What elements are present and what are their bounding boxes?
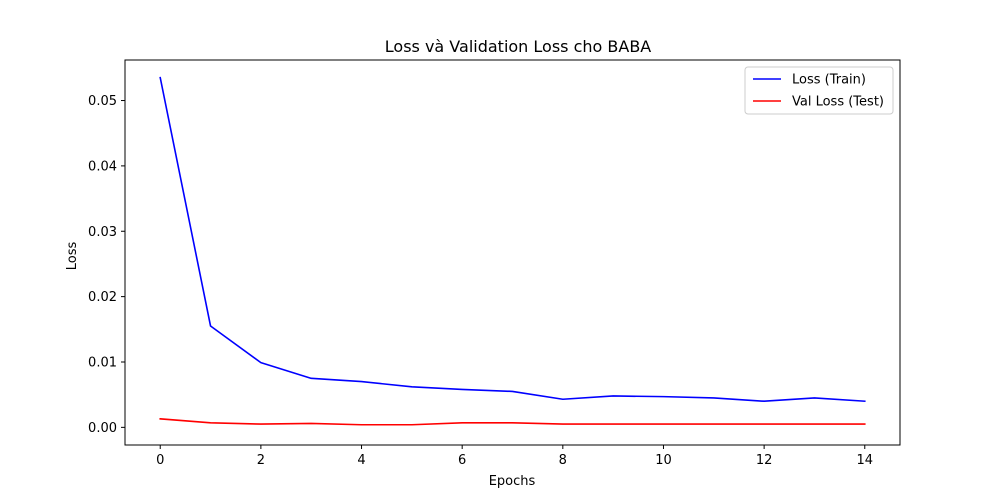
series-line-val-loss-test: [159, 417, 866, 426]
y-tick-label: 0.00: [88, 421, 117, 436]
y-axis: 0.00 0.01 0.02 0.03 0.04 0.05: [88, 94, 125, 436]
series-lines: [159, 76, 866, 426]
legend-entry-label: Loss (Train): [792, 73, 866, 88]
x-axis: 0 2 4 6 8 10 12 14: [156, 445, 873, 468]
legend-entry-label: Val Loss (Test): [792, 95, 884, 110]
x-tick-label: 8: [559, 453, 567, 468]
y-tick-label: 0.04: [88, 159, 117, 174]
series-line-loss-train: [159, 76, 866, 403]
x-tick-label: 14: [856, 453, 873, 468]
legend: Loss (Train) Val Loss (Test): [744, 66, 894, 115]
y-axis-label: Loss: [65, 242, 80, 271]
y-tick-label: 0.01: [88, 355, 117, 370]
x-tick-label: 10: [655, 453, 672, 468]
plot-area-frame: [124, 59, 901, 446]
x-tick-label: 6: [458, 453, 466, 468]
y-tick-label: 0.02: [88, 290, 117, 305]
y-tick-label: 0.05: [88, 94, 117, 109]
x-axis-label: Epochs: [489, 474, 536, 489]
x-tick-label: 4: [357, 453, 365, 468]
x-tick-label: 12: [756, 453, 773, 468]
chart-title: Loss và Validation Loss cho BABA: [385, 37, 652, 56]
x-tick-label: 2: [257, 453, 265, 468]
x-tick-label: 0: [156, 453, 164, 468]
legend-box: [744, 66, 894, 115]
y-tick-label: 0.03: [88, 225, 117, 240]
